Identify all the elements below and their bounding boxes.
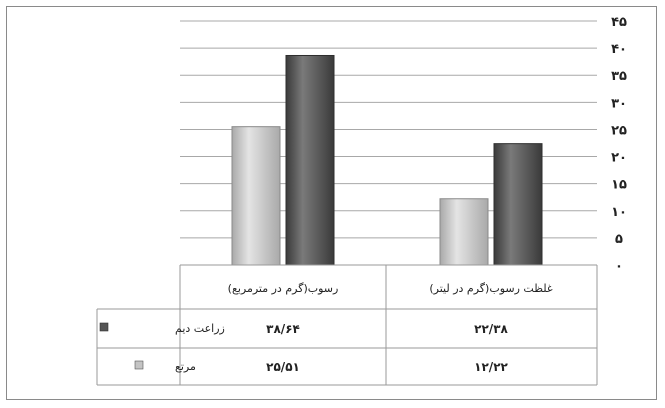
y-tick-label: ۴۵ xyxy=(611,15,627,30)
table-cell: ۲۲/۳۸ xyxy=(474,322,508,336)
y-tick-label: ۵ xyxy=(615,232,623,247)
y-tick-label: ۱۵ xyxy=(611,178,627,193)
bar-dryfarming xyxy=(493,143,543,266)
legend-swatch-rangeland xyxy=(134,360,144,370)
y-axis-ticks: ۰ ۵ ۱۰ ۱۵ ۲۰ ۲۵ ۳۰ ۳۵ ۴۰ ۴۵ xyxy=(611,15,627,274)
category-header: غلظت رسوب(گرم در لیتر) xyxy=(429,282,552,295)
bar-rangeland xyxy=(439,198,489,266)
chart-frame: ۰ ۵ ۱۰ ۱۵ ۲۰ ۲۵ ۳۰ ۳۵ ۴۰ ۴۵ رسوب(گرم در مترمربع) … xyxy=(6,6,657,400)
table-cell: ۲۵/۵۱ xyxy=(266,360,300,374)
table-cell: ۳۸/۶۴ xyxy=(266,322,300,336)
y-tick-label: ۳۰ xyxy=(611,96,627,111)
table-cell: ۱۲/۲۲ xyxy=(474,360,508,374)
y-tick-label: ۱۰ xyxy=(611,205,627,220)
row-label: مرتع xyxy=(175,360,196,373)
data-table: رسوب(گرم در مترمربع) غلظت رسوب(گرم در لی… xyxy=(96,264,598,386)
y-tick-label: ۲۰ xyxy=(611,151,627,166)
y-tick-label: ۰ xyxy=(615,259,623,274)
bar-dryfarming xyxy=(285,54,335,266)
bar-chart: ۰ ۵ ۱۰ ۱۵ ۲۰ ۲۵ ۳۰ ۳۵ ۴۰ ۴۵ رسوب(گرم در مترمربع) … xyxy=(96,15,627,386)
y-tick-label: ۳۵ xyxy=(611,69,627,84)
bars xyxy=(231,54,543,266)
bar-rangeland xyxy=(231,126,281,266)
y-tick-label: ۴۰ xyxy=(611,42,627,57)
legend-swatch-dryfarming xyxy=(99,322,109,332)
y-tick-label: ۲۵ xyxy=(611,123,627,138)
row-label: زراعت دیم xyxy=(175,322,225,335)
category-header: رسوب(گرم در مترمربع) xyxy=(228,282,339,295)
